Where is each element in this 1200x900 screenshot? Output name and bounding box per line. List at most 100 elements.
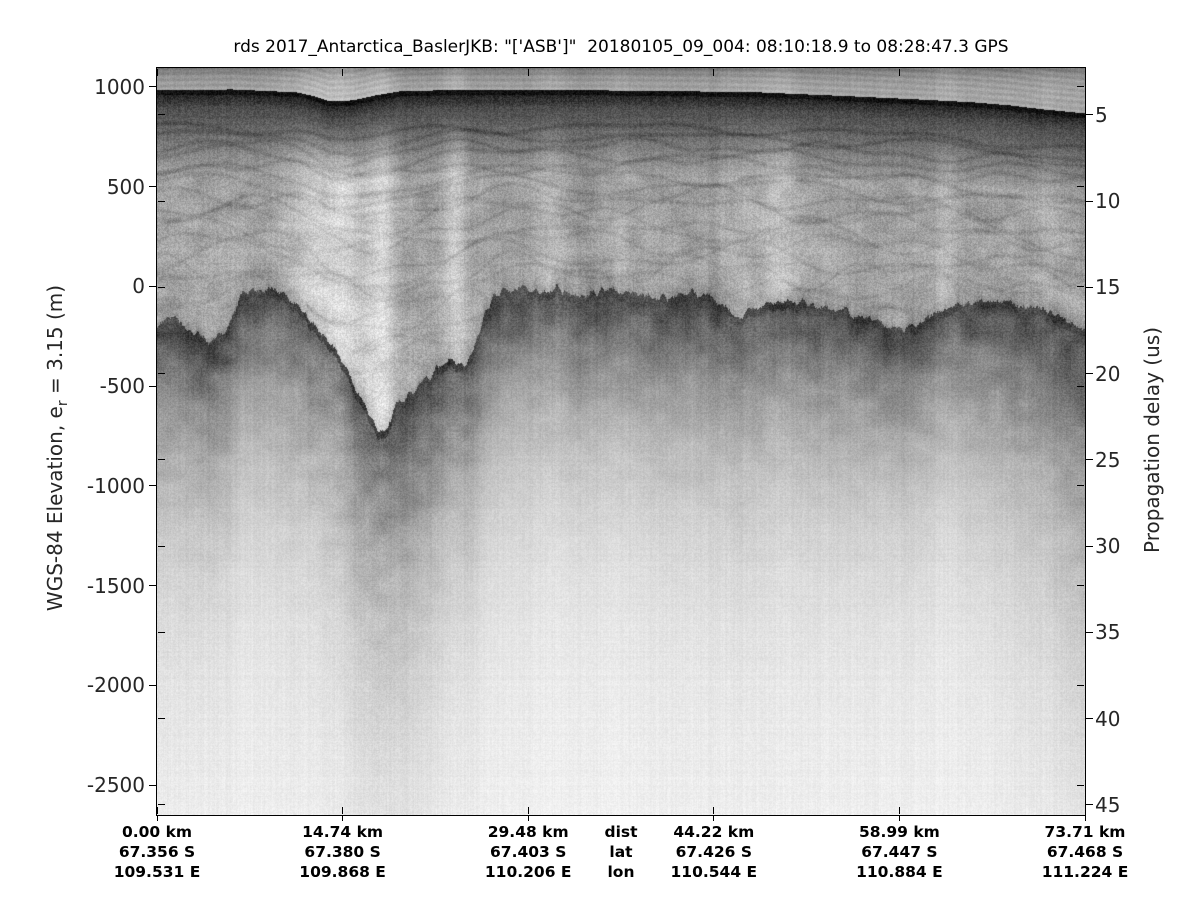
elevation-tick (149, 285, 157, 287)
elevation-tick-mirror (1077, 485, 1084, 487)
distance-tick-inner (713, 807, 715, 814)
longitude-label: 109.531 E (113, 863, 201, 881)
latitude-label: 67.356 S (118, 843, 196, 861)
distance-tick-inner (342, 807, 344, 814)
delay-tick-label: 15 (1095, 275, 1121, 300)
elevation-tick-label: 500 (106, 174, 145, 199)
elevation-tick-label: -1000 (86, 473, 145, 498)
longitude-label: 110.206 E (484, 863, 572, 881)
distance-tick-mirror (713, 69, 715, 76)
distance-tick (713, 815, 715, 821)
distance-tick-mirror (527, 69, 529, 76)
delay-tick-label: 40 (1095, 706, 1121, 731)
delay-tick-mirror (158, 286, 165, 288)
elevation-tick (149, 485, 157, 487)
distance-tick-inner (527, 807, 529, 814)
delay-tick-label: 10 (1095, 189, 1121, 214)
delay-tick-mirror (158, 459, 165, 461)
delay-tick-mirror (158, 804, 165, 806)
delay-tick (1085, 804, 1093, 806)
delay-tick-mirror (158, 373, 165, 375)
delay-tick-label: 5 (1095, 102, 1108, 127)
longitude-label: 110.884 E (856, 863, 943, 881)
elevation-tick-label: 0 (132, 274, 145, 299)
longitude-label: 110.544 E (670, 863, 758, 881)
distance-label: 14.74 km (302, 823, 384, 841)
distance-label: 73.71 km (1044, 823, 1126, 841)
distance-tick-inner (898, 807, 900, 814)
distance-label: 0.00 km (121, 823, 193, 841)
elevation-tick-mirror (1077, 684, 1084, 686)
elevation-tick-mirror (1077, 585, 1084, 587)
distance-tick-inner (156, 807, 158, 814)
elevation-tick (149, 86, 157, 88)
longitude-label: lon (607, 863, 635, 881)
elevation-tick-mirror (1077, 285, 1084, 287)
delay-tick (1085, 114, 1093, 116)
delay-tick-mirror (158, 545, 165, 547)
delay-tick (1085, 631, 1093, 633)
distance-tick (527, 815, 529, 821)
distance-label: dist (604, 823, 638, 841)
latitude-label: 67.468 S (1046, 843, 1124, 861)
elevation-tick-label: -500 (99, 374, 145, 399)
delay-tick-label: 20 (1095, 361, 1121, 386)
elevation-tick (149, 186, 157, 188)
elevation-tick-mirror (1077, 186, 1084, 188)
delay-tick-mirror (158, 631, 165, 633)
elevation-tick-label: -2500 (86, 773, 145, 798)
elevation-tick (149, 385, 157, 387)
delay-tick-label: 45 (1095, 792, 1121, 817)
delay-tick (1085, 545, 1093, 547)
delay-tick-label: 35 (1095, 620, 1121, 645)
delay-tick (1085, 200, 1093, 202)
x-axis-label-column: 73.71 km 67.468 S 111.224 E (1042, 822, 1129, 882)
delay-tick-label: 30 (1095, 534, 1121, 559)
distance-label: 44.22 km (673, 823, 755, 841)
elevation-tick-mirror (1077, 385, 1084, 387)
latitude-label: 67.380 S (304, 843, 381, 861)
elevation-tick (149, 585, 157, 587)
latitude-label: 67.426 S (675, 843, 752, 861)
elevation-tick-mirror (1077, 784, 1084, 786)
left-axis-label-sub: r (55, 400, 71, 407)
distance-tick (156, 815, 158, 821)
x-axis-label-column: 14.74 km 67.380 S 109.868 E (299, 822, 386, 882)
distance-tick-inner (1084, 807, 1086, 814)
x-axis-label-column: dist lat lon (604, 822, 637, 882)
delay-tick-mirror (158, 718, 165, 720)
distance-tick-mirror (898, 69, 900, 76)
delay-tick (1085, 459, 1093, 461)
latitude-label: lat (609, 843, 633, 861)
distance-tick-mirror (1084, 69, 1086, 76)
x-axis-label-column: 58.99 km 67.447 S 110.884 E (856, 822, 943, 882)
delay-tick (1085, 718, 1093, 720)
elevation-tick (149, 784, 157, 786)
latitude-label: 67.447 S (861, 843, 938, 861)
x-axis-label-column: 0.00 km 67.356 S 109.531 E (114, 822, 201, 882)
longitude-label: 111.224 E (1041, 863, 1129, 881)
distance-label: 58.99 km (858, 823, 940, 841)
distance-tick-mirror (342, 69, 344, 76)
delay-tick-mirror (158, 200, 165, 202)
figure-title: rds 2017_Antarctica_BaslerJKB: "['ASB']"… (233, 37, 1009, 57)
delay-tick-mirror (158, 114, 165, 116)
distance-tick (342, 815, 344, 821)
elevation-tick-label: 1000 (94, 74, 145, 99)
delay-tick (1085, 286, 1093, 288)
echogram-image (157, 68, 1085, 815)
distance-label: 29.48 km (487, 823, 569, 841)
delay-tick-label: 25 (1095, 447, 1121, 472)
elevation-tick-label: -2000 (86, 673, 145, 698)
longitude-label: 109.868 E (299, 863, 386, 881)
distance-tick-mirror (156, 69, 158, 76)
distance-tick (1084, 815, 1086, 821)
elevation-tick-label: -1500 (86, 573, 145, 598)
right-axis-label: Propagation delay (us) (1140, 326, 1164, 554)
elevation-tick-mirror (1077, 86, 1084, 88)
x-axis-label-column: 44.22 km 67.426 S 110.544 E (671, 822, 758, 882)
x-axis-label-column: 29.48 km 67.403 S 110.206 E (485, 822, 572, 882)
delay-tick (1085, 373, 1093, 375)
elevation-tick (149, 684, 157, 686)
